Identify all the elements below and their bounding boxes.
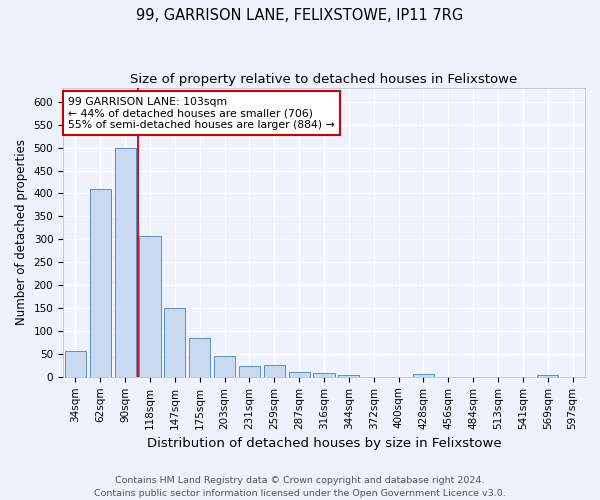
Title: Size of property relative to detached houses in Felixstowe: Size of property relative to detached ho… bbox=[130, 72, 518, 86]
Bar bbox=[413, 374, 434, 377]
Bar bbox=[313, 373, 335, 377]
Bar bbox=[115, 148, 136, 377]
Bar bbox=[264, 366, 285, 377]
Bar bbox=[90, 189, 111, 377]
Bar bbox=[289, 372, 310, 377]
X-axis label: Distribution of detached houses by size in Felixstowe: Distribution of detached houses by size … bbox=[147, 437, 502, 450]
Text: 99, GARRISON LANE, FELIXSTOWE, IP11 7RG: 99, GARRISON LANE, FELIXSTOWE, IP11 7RG bbox=[136, 8, 464, 22]
Bar bbox=[239, 366, 260, 377]
Y-axis label: Number of detached properties: Number of detached properties bbox=[15, 140, 28, 326]
Bar bbox=[65, 350, 86, 377]
Text: 99 GARRISON LANE: 103sqm
← 44% of detached houses are smaller (706)
55% of semi-: 99 GARRISON LANE: 103sqm ← 44% of detach… bbox=[68, 96, 335, 130]
Bar bbox=[537, 374, 558, 377]
Bar bbox=[338, 374, 359, 377]
Text: Contains HM Land Registry data © Crown copyright and database right 2024.
Contai: Contains HM Land Registry data © Crown c… bbox=[94, 476, 506, 498]
Bar bbox=[139, 236, 161, 377]
Bar bbox=[189, 338, 210, 377]
Bar bbox=[164, 308, 185, 377]
Bar bbox=[214, 356, 235, 377]
